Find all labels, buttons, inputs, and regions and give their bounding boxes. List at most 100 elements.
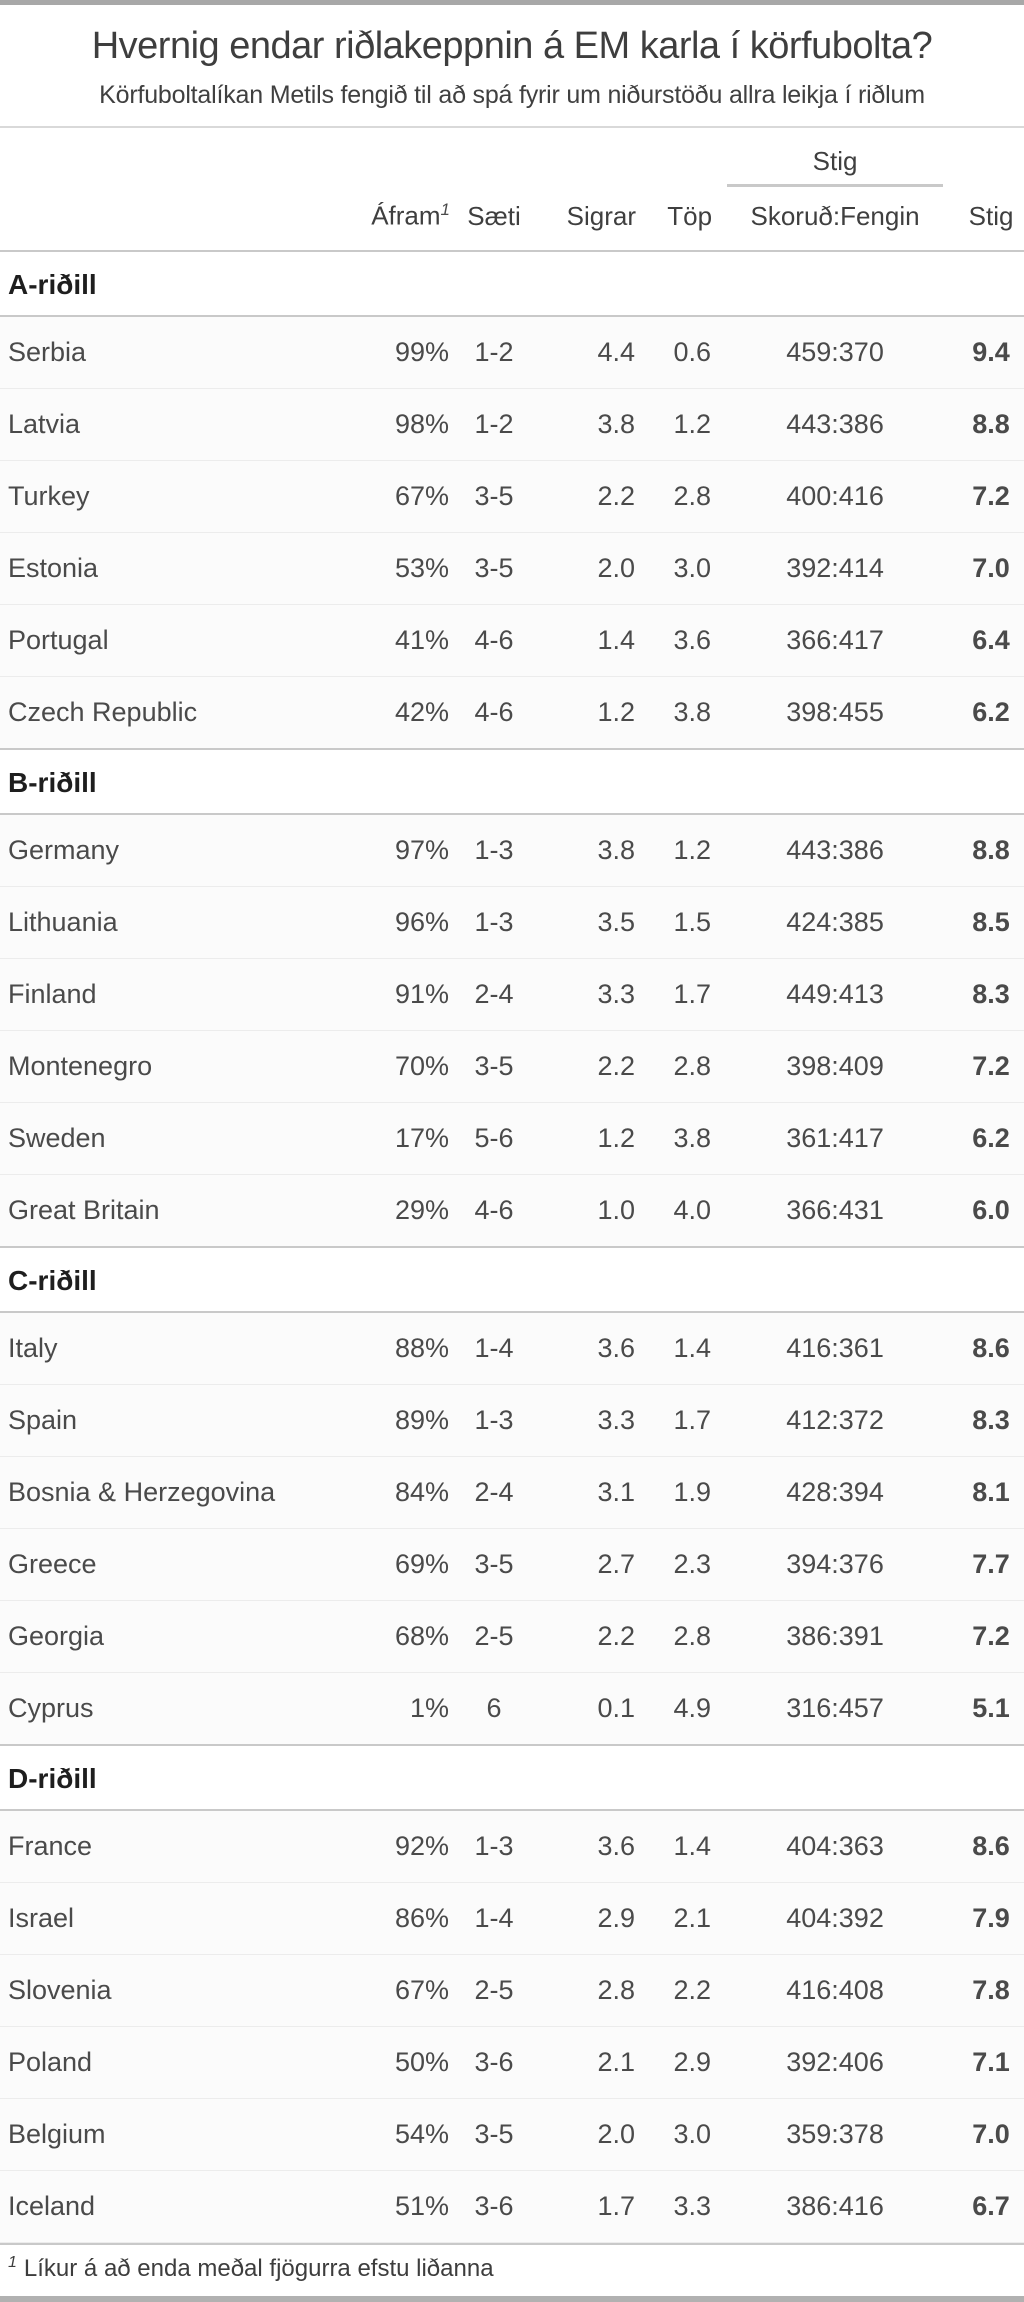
team-name: Sweden	[0, 1102, 332, 1175]
top-value: 0.6	[636, 315, 713, 389]
top-value: 1.7	[636, 1384, 713, 1457]
team-name: Montenegro	[0, 1030, 332, 1103]
skorud-fengin-value: 404:392	[712, 1882, 959, 1955]
team-name: Turkey	[0, 460, 332, 533]
group-header-label: D-riðill	[0, 1743, 1024, 1811]
team-name: Bosnia & Herzegovina	[0, 1456, 332, 1529]
team-row: Portugal 41% 4-6 1.4 3.6 366:417 6.4	[0, 604, 1024, 677]
afram-value: 91%	[332, 958, 450, 1031]
top-value: 1.9	[636, 1456, 713, 1529]
team-name: Great Britain	[0, 1174, 332, 1248]
sigrar-value: 3.6	[538, 1809, 636, 1883]
top-value: 1.2	[636, 388, 713, 461]
team-name: Lithuania	[0, 886, 332, 959]
top-value: 2.3	[636, 1528, 713, 1601]
afram-value: 69%	[332, 1528, 450, 1601]
saeti-value: 5-6	[450, 1102, 538, 1175]
stig-value: 7.2	[958, 1030, 1024, 1103]
table-head: Stig Áfram1 Sæti Sigrar Töp Skoruð:Fengin Sti…	[0, 128, 1024, 251]
footnote-marker: 1	[8, 2253, 17, 2271]
team-row: Slovenia 67% 2-5 2.8 2.2 416:408 7.8	[0, 1954, 1024, 2027]
team-name: Cyprus	[0, 1672, 332, 1746]
saeti-value: 3-6	[450, 2170, 538, 2243]
stig-value: 6.2	[958, 676, 1024, 750]
stig-value: 7.2	[958, 460, 1024, 533]
saeti-value: 3-5	[450, 532, 538, 605]
team-row: Poland 50% 3-6 2.1 2.9 392:406 7.1	[0, 2026, 1024, 2099]
saeti-value: 6	[450, 1672, 538, 1746]
top-value: 2.2	[636, 1954, 713, 2027]
group-section-a: A-riðill Serbia 99% 1-2 4.4 0.6 459:370 9.4 Latv…	[0, 249, 1024, 750]
afram-value: 88%	[332, 1311, 450, 1385]
team-name: Slovenia	[0, 1954, 332, 2027]
team-row: Cyprus 1% 6 0.1 4.9 316:457 5.1	[0, 1672, 1024, 1746]
sigrar-value: 3.6	[538, 1311, 636, 1385]
afram-value: 54%	[332, 2098, 450, 2171]
team-name: Belgium	[0, 2098, 332, 2171]
skorud-fengin-value: 398:409	[712, 1030, 959, 1103]
team-row: Finland 91% 2-4 3.3 1.7 449:413 8.3	[0, 958, 1024, 1031]
team-row: Serbia 99% 1-2 4.4 0.6 459:370 9.4	[0, 315, 1024, 389]
sigrar-value: 2.0	[538, 532, 636, 605]
skorud-fengin-value: 386:416	[712, 2170, 959, 2243]
bottom-border-bar	[0, 2295, 1024, 2302]
stig-value: 7.2	[958, 1600, 1024, 1673]
saeti-value: 3-5	[450, 1030, 538, 1103]
team-row: Spain 89% 1-3 3.3 1.7 412:372 8.3	[0, 1384, 1024, 1457]
column-header-row: Áfram1 Sæti Sigrar Töp Skoruð:Fengin Stig	[0, 188, 1024, 251]
team-name: Greece	[0, 1528, 332, 1601]
team-name: Germany	[0, 813, 332, 887]
afram-value: 68%	[332, 1600, 450, 1673]
column-header-afram: Áfram1	[371, 200, 450, 231]
top-value: 1.7	[636, 958, 713, 1031]
group-section-d: D-riðill France 92% 1-3 3.6 1.4 404:363 8.6 Isra…	[0, 1743, 1024, 2243]
saeti-value: 3-6	[450, 2026, 538, 2099]
column-group-spacer-right	[958, 128, 1024, 188]
skorud-fengin-value: 386:391	[712, 1600, 959, 1673]
saeti-value: 2-4	[450, 1456, 538, 1529]
stig-value: 8.6	[958, 1809, 1024, 1883]
skorud-fengin-value: 398:455	[712, 676, 959, 750]
top-value: 2.1	[636, 1882, 713, 1955]
group-section-b: B-riðill Germany 97% 1-3 3.8 1.2 443:386 8.8 Lit…	[0, 747, 1024, 1248]
skorud-fengin-value: 404:363	[712, 1809, 959, 1883]
afram-value: 42%	[332, 676, 450, 750]
afram-value: 53%	[332, 532, 450, 605]
afram-value: 70%	[332, 1030, 450, 1103]
afram-value: 99%	[332, 315, 450, 389]
sigrar-value: 2.2	[538, 1030, 636, 1103]
team-row: Italy 88% 1-4 3.6 1.4 416:361 8.6	[0, 1311, 1024, 1385]
saeti-value: 3-5	[450, 2098, 538, 2171]
stig-value: 7.9	[958, 1882, 1024, 1955]
team-row: France 92% 1-3 3.6 1.4 404:363 8.6	[0, 1809, 1024, 1883]
top-border-bar	[0, 0, 1024, 5]
page-subtitle: Körfuboltalíkan Metils fengið til að spá…	[99, 81, 925, 109]
top-value: 2.8	[636, 1030, 713, 1103]
stig-value: 9.4	[958, 315, 1024, 389]
team-name: Italy	[0, 1311, 332, 1385]
sigrar-value: 2.1	[538, 2026, 636, 2099]
team-row: Belgium 54% 3-5 2.0 3.0 359:378 7.0	[0, 2098, 1024, 2171]
column-group-row: Stig	[0, 128, 1024, 188]
team-row: Iceland 51% 3-6 1.7 3.3 386:416 6.7	[0, 2170, 1024, 2243]
group-header-row: D-riðill	[0, 1743, 1024, 1811]
saeti-value: 4-6	[450, 604, 538, 677]
sigrar-value: 2.2	[538, 1600, 636, 1673]
sigrar-value: 2.2	[538, 460, 636, 533]
afram-value: 1%	[332, 1672, 450, 1746]
saeti-value: 1-3	[450, 886, 538, 959]
saeti-value: 2-4	[450, 958, 538, 1031]
skorud-fengin-value: 412:372	[712, 1384, 959, 1457]
footnote: 1 Líkur á að enda meðal fjögurra efstu li…	[0, 2242, 1024, 2296]
team-name: Estonia	[0, 532, 332, 605]
skorud-fengin-value: 394:376	[712, 1528, 959, 1601]
sigrar-value: 2.0	[538, 2098, 636, 2171]
sigrar-value: 2.9	[538, 1882, 636, 1955]
team-row: Lithuania 96% 1-3 3.5 1.5 424:385 8.5	[0, 886, 1024, 959]
team-name: Georgia	[0, 1600, 332, 1673]
skorud-fengin-value: 416:408	[712, 1954, 959, 2027]
top-value: 1.4	[636, 1311, 713, 1385]
team-row: Turkey 67% 3-5 2.2 2.8 400:416 7.2	[0, 460, 1024, 533]
skorud-fengin-value: 443:386	[712, 388, 959, 461]
stig-value: 7.7	[958, 1528, 1024, 1601]
